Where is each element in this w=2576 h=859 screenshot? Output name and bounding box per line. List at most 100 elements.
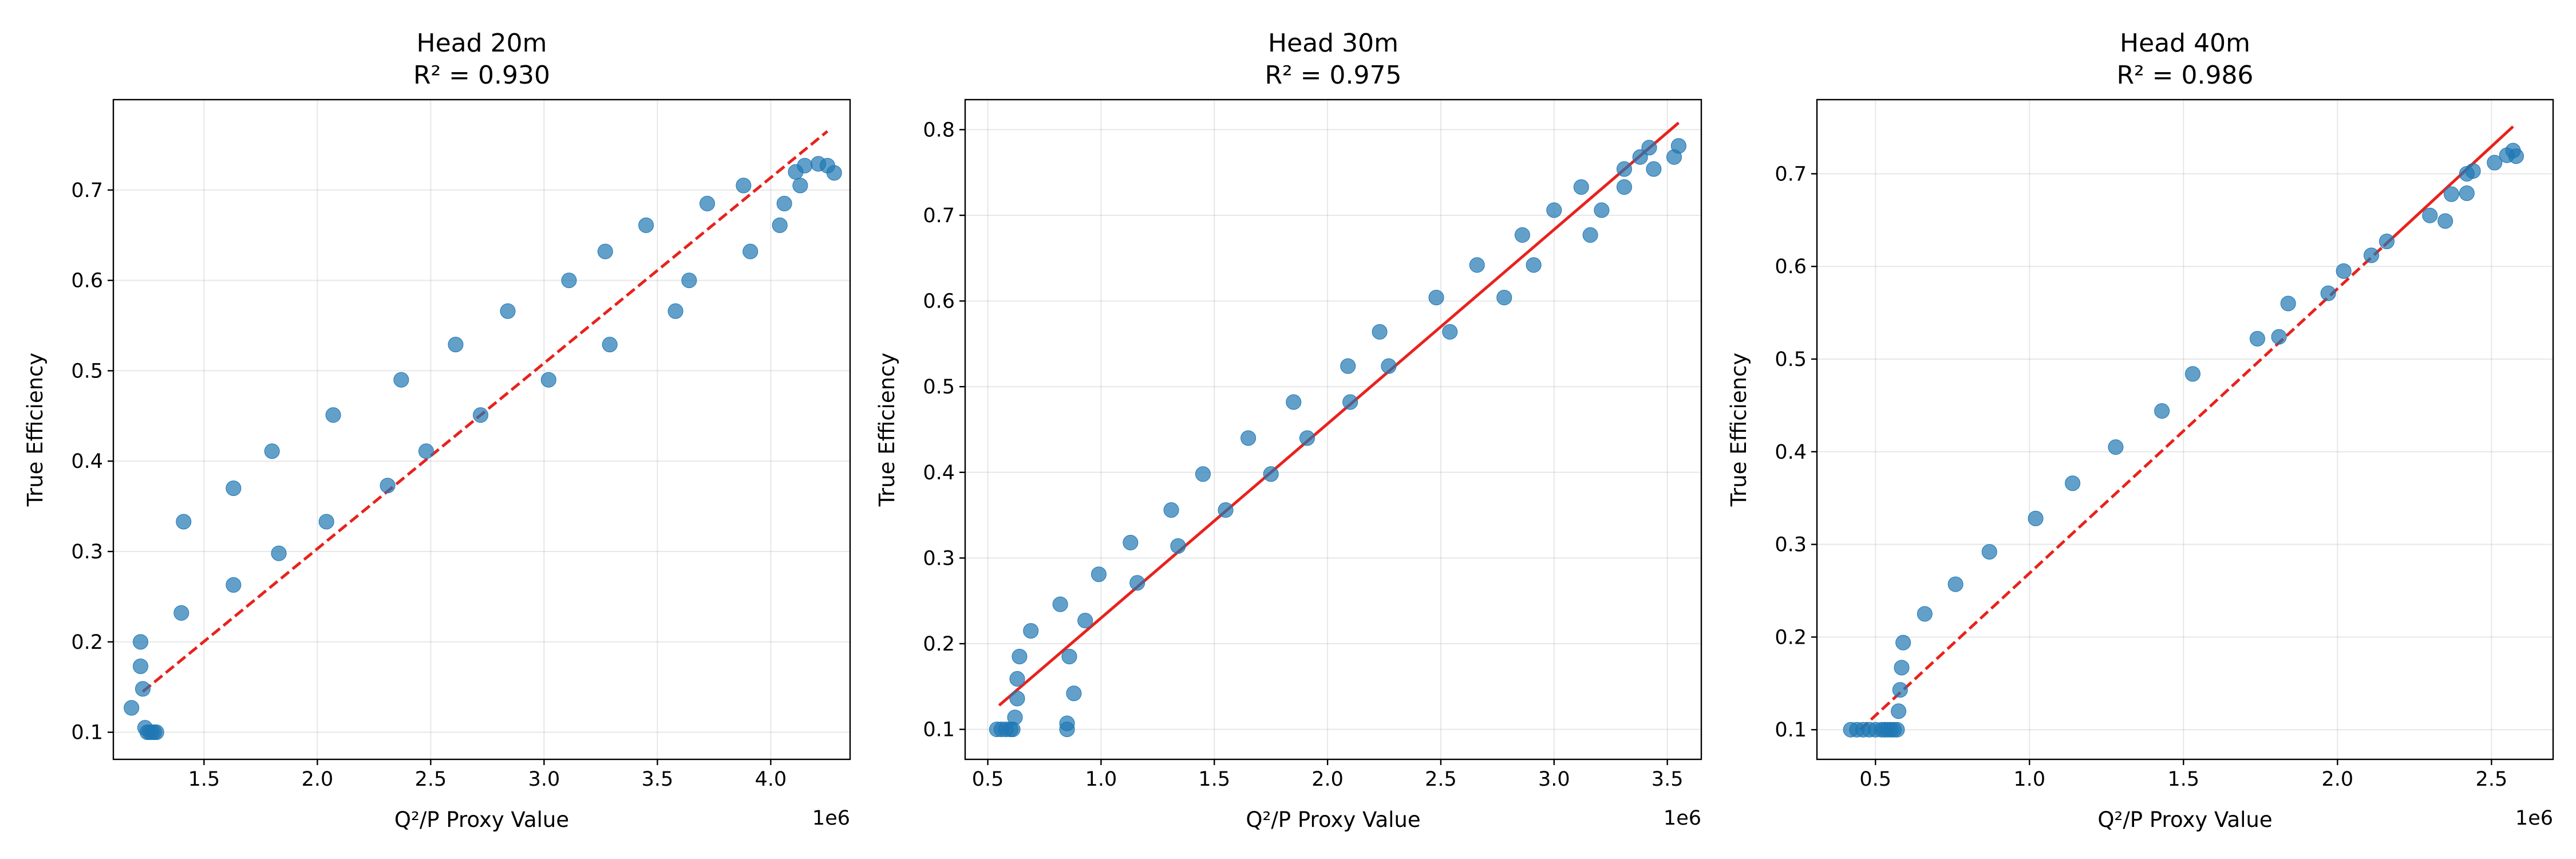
subplot-2: 0.5 1.0 1.5 2.0 2.5 3.0 3.5 0.1 0.2 0.3 0.4 0.5 0.6 0… bbox=[875, 29, 1702, 832]
data-point bbox=[176, 514, 192, 530]
data-point bbox=[318, 514, 334, 530]
data-point bbox=[742, 243, 758, 259]
data-point bbox=[2379, 234, 2395, 250]
data-point bbox=[2459, 185, 2475, 201]
data-point bbox=[264, 443, 280, 459]
x-axis-label: Q²/P Proxy Value bbox=[2097, 807, 2272, 832]
data-point bbox=[1091, 566, 1107, 582]
data-point bbox=[772, 217, 788, 233]
fit-line-dashed bbox=[1859, 245, 2385, 731]
data-point bbox=[2465, 163, 2481, 179]
y-tick-label: 0.8 bbox=[923, 119, 955, 141]
data-point bbox=[1895, 635, 1911, 651]
data-point bbox=[226, 577, 242, 593]
x-axis-offset-label: 1e6 bbox=[2515, 807, 2553, 830]
data-point bbox=[2422, 207, 2438, 223]
subplot-3: 0.5 1.0 1.5 2.0 2.5 0.1 0.2 0.3 0.4 0.5 0.6 0.7 Head… bbox=[1726, 29, 2554, 832]
x-tick-label: 0.5 bbox=[972, 768, 1004, 791]
data-point bbox=[1891, 703, 1907, 719]
data-point bbox=[448, 337, 464, 353]
x-tick-label: 2.0 bbox=[302, 768, 334, 791]
data-point bbox=[1170, 538, 1186, 554]
y-axis-label: True Efficiency bbox=[1726, 353, 1751, 507]
data-point bbox=[2437, 213, 2453, 229]
x-tick-label: 2.5 bbox=[2476, 768, 2508, 791]
x-tick-label: 2.0 bbox=[2322, 768, 2354, 791]
data-point bbox=[473, 407, 489, 423]
plot-frame bbox=[1816, 98, 2554, 761]
data-point bbox=[1496, 290, 1512, 306]
y-tick-label: 0.2 bbox=[1775, 626, 1807, 649]
data-point bbox=[1428, 290, 1444, 306]
data-point bbox=[597, 243, 613, 259]
data-point bbox=[2443, 186, 2459, 202]
y-tick-label: 0.5 bbox=[71, 360, 103, 383]
chart-subtitle: R² = 0.930 bbox=[413, 61, 550, 90]
data-point bbox=[1670, 138, 1686, 154]
data-point bbox=[2108, 439, 2124, 455]
data-point bbox=[135, 681, 151, 697]
data-point bbox=[2508, 148, 2524, 164]
data-point bbox=[1052, 596, 1068, 612]
data-point bbox=[1646, 161, 1662, 177]
data-point bbox=[2154, 403, 2170, 419]
data-point bbox=[681, 273, 697, 289]
y-tick-label: 0.1 bbox=[923, 719, 955, 742]
chart-title: Head 30m bbox=[1268, 29, 1398, 58]
y-tick-label: 0.1 bbox=[71, 722, 103, 744]
x-tick-label: 4.0 bbox=[755, 768, 787, 791]
data-point bbox=[540, 372, 556, 388]
data-point bbox=[638, 217, 654, 233]
x-tick-label: 3.0 bbox=[528, 768, 560, 791]
data-point bbox=[133, 634, 149, 650]
x-tick-label: 3.5 bbox=[1652, 768, 1684, 791]
data-point bbox=[1947, 576, 1963, 592]
fit-line bbox=[141, 130, 828, 693]
data-point bbox=[1582, 227, 1598, 243]
y-tick-label: 0.6 bbox=[1775, 255, 1807, 278]
data-point bbox=[2487, 155, 2503, 171]
data-point bbox=[2028, 510, 2044, 526]
data-point bbox=[173, 605, 189, 621]
chart-title: Head 20m bbox=[417, 29, 547, 58]
x-tick-label: 2.5 bbox=[415, 768, 447, 791]
data-point bbox=[1061, 648, 1077, 664]
data-point bbox=[2184, 366, 2200, 382]
data-point bbox=[700, 195, 716, 211]
chart-subtitle: R² = 0.975 bbox=[1265, 61, 1401, 90]
data-point bbox=[1526, 257, 1542, 273]
data-point bbox=[797, 157, 813, 174]
data-point bbox=[148, 724, 164, 740]
data-point bbox=[124, 700, 140, 716]
data-point bbox=[2364, 247, 2380, 263]
data-point bbox=[1616, 179, 1632, 195]
chart-title: Head 40m bbox=[2120, 29, 2250, 58]
data-point bbox=[380, 478, 396, 494]
data-point bbox=[1469, 257, 1485, 273]
data-point bbox=[1981, 544, 1997, 560]
x-tick-label: 1.5 bbox=[188, 768, 220, 791]
fit-line-solid bbox=[2383, 125, 2514, 247]
data-point bbox=[1889, 722, 1905, 738]
data-point bbox=[2336, 263, 2352, 279]
y-tick-label: 0.4 bbox=[923, 462, 955, 484]
data-point bbox=[226, 480, 242, 497]
y-tick-label: 0.2 bbox=[923, 633, 955, 656]
data-point bbox=[1514, 227, 1530, 243]
data-point bbox=[2271, 329, 2287, 345]
y-tick-label: 0.3 bbox=[71, 541, 103, 564]
data-point bbox=[826, 165, 842, 181]
y-axis-label: True Efficiency bbox=[23, 353, 48, 507]
data-point bbox=[1009, 671, 1025, 687]
data-point bbox=[1077, 613, 1093, 629]
data-point bbox=[1218, 502, 1234, 518]
data-point bbox=[1894, 660, 1910, 676]
y-tick-label: 0.3 bbox=[1775, 534, 1807, 557]
y-tick-label: 0.6 bbox=[71, 270, 103, 293]
y-tick-label: 0.5 bbox=[1775, 348, 1807, 371]
data-point bbox=[325, 407, 341, 423]
data-point bbox=[1009, 691, 1025, 707]
data-point bbox=[1240, 430, 1257, 446]
data-point bbox=[1263, 466, 1279, 482]
